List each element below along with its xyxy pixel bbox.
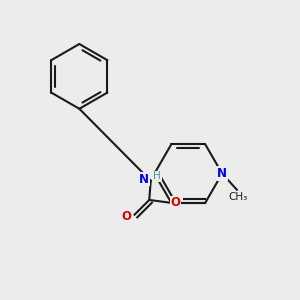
Text: N: N — [139, 173, 149, 186]
Text: N: N — [217, 167, 227, 180]
Text: O: O — [170, 196, 180, 209]
Text: CH₃: CH₃ — [229, 192, 248, 202]
Text: H: H — [153, 171, 161, 182]
Text: O: O — [121, 210, 131, 223]
